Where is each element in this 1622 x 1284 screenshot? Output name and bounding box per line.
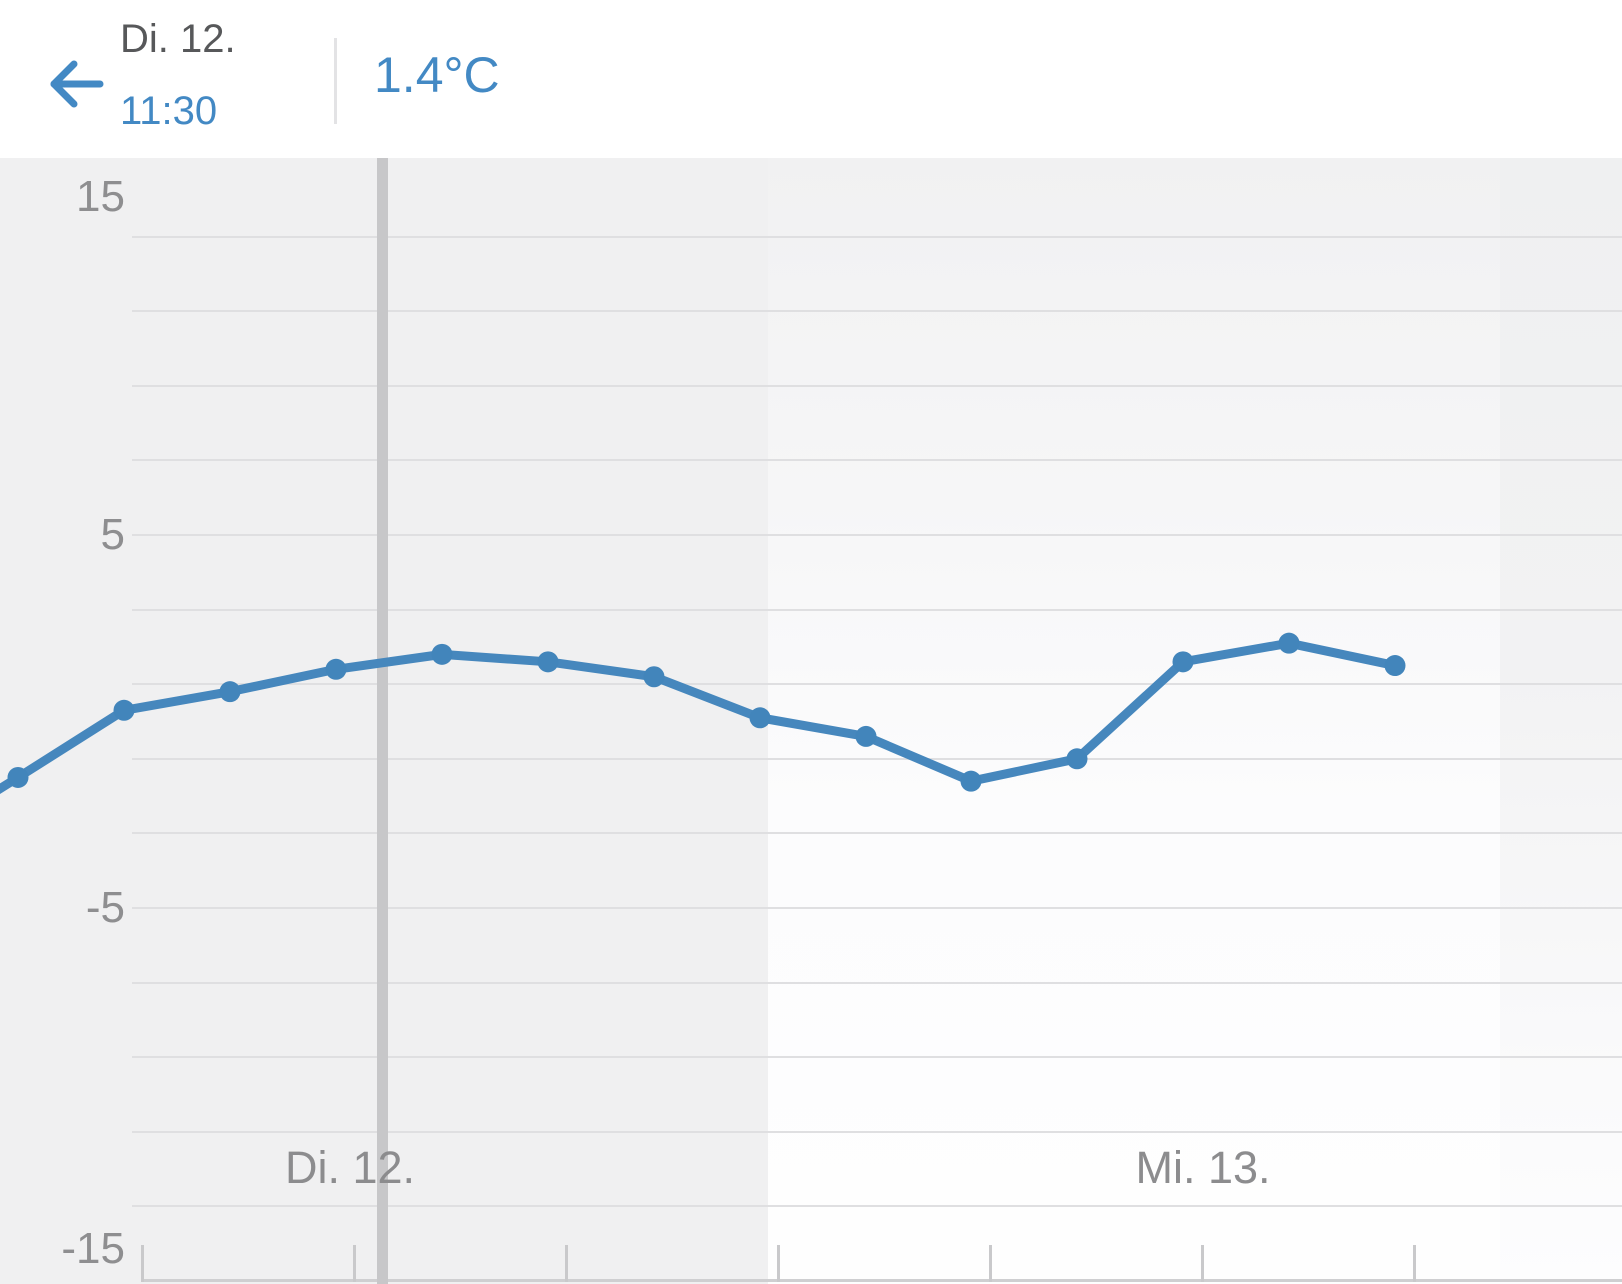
day-shade-wednesday [768,158,1500,1284]
gridline [132,981,1622,984]
back-arrow-icon [50,60,104,108]
y-axis-label: -15 [61,1224,125,1273]
gridline [132,459,1622,462]
x-axis-tick [776,1245,780,1282]
x-axis-tick [140,1245,144,1282]
gridline [132,1130,1622,1133]
y-axis-label: 15 [76,172,125,221]
gridline [132,384,1622,387]
x-axis-tick [988,1245,992,1282]
gridline [132,235,1622,238]
y-axis-label: -5 [85,883,125,932]
back-button[interactable] [38,48,110,120]
x-axis-tick [1412,1245,1416,1282]
now-indicator[interactable] [376,158,388,1284]
temperature-chart[interactable]: 15 5 -5 -15 Di. 12. Mi. 13. [0,158,1622,1284]
gridline [132,1205,1622,1208]
x-axis-baseline [142,1279,1622,1282]
gridline [132,683,1622,686]
gridline [132,832,1622,835]
gridline [132,1056,1622,1059]
selected-temperature-value: 1.4°C [374,47,500,103]
x-axis-tick [1200,1245,1204,1282]
x-axis-day-label: Mi. 13. [1135,1142,1271,1193]
gridline [132,608,1622,611]
gridline [132,757,1622,760]
selected-date-label: Di. 12. [120,17,236,61]
x-axis-tick [564,1245,568,1282]
gridline [132,534,1622,536]
x-axis-day-label: Di. 12. [284,1142,416,1193]
y-axis-label: 5 [100,510,125,559]
x-axis-tick [352,1245,356,1282]
gridline [132,907,1622,909]
day-shade-thursday [1500,158,1622,1284]
header: Di. 12. 11:30 1.4°C [0,0,1622,158]
gridline [132,310,1622,313]
selected-time-label: 11:30 [120,89,218,133]
header-divider [334,38,337,124]
